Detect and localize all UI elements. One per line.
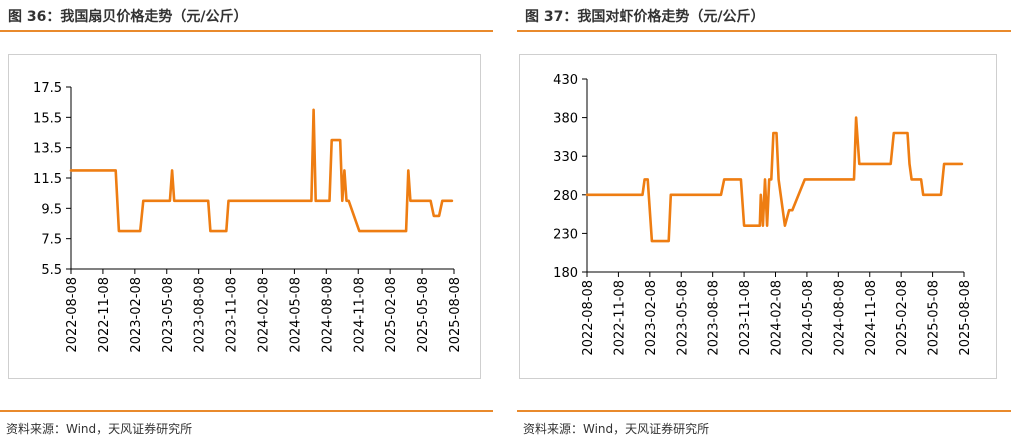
y-tick-label: 180 [553,266,578,281]
x-tick-label: 2023-11-08 [225,277,240,353]
x-tick-label: 2025-05-08 [927,280,942,356]
x-tick-label: 2024-02-08 [257,277,272,353]
y-tick-label: 13.5 [33,142,62,157]
x-tick-label: 2023-11-08 [738,280,753,356]
x-tick-label: 2022-11-08 [612,280,627,356]
source-note: 资料来源：Wind，天风证券研究所 [523,422,710,436]
x-tick-label: 2023-08-08 [707,280,722,356]
x-tick-label: 2025-08-08 [448,277,463,353]
x-tick-label: 2025-02-08 [895,280,910,356]
chart-title: 图 36：我国扇贝价格走势（元/公斤） [8,9,248,25]
x-tick-label: 2024-11-08 [352,277,367,353]
y-tick-label: 15.5 [33,111,62,126]
x-tick-label: 2023-02-08 [129,277,144,353]
x-tick-label: 2022-08-08 [65,277,80,353]
y-tick-label: 430 [553,73,578,88]
source-divider [517,410,1011,412]
x-tick-label: 2023-05-08 [675,280,690,356]
x-tick-label: 2023-05-08 [161,277,176,353]
y-tick-label: 9.5 [41,202,62,217]
x-tick-label: 2025-02-08 [384,277,399,353]
y-tick-label: 7.5 [41,233,62,248]
x-tick-label: 2023-02-08 [644,280,659,356]
y-tick-label: 380 [553,112,578,127]
series-line [585,116,964,243]
y-tick-label: 17.5 [33,81,62,96]
shrimp-chart-panel: 图 37：我国对虾价格走势（元/公斤） 430 380 330 280 230 180 20… [517,0,1011,441]
series-line [69,108,454,233]
x-tick-label: 2024-08-08 [832,280,847,356]
x-tick-label: 2023-08-08 [193,277,208,353]
chart-frame: 430 380 330 280 230 180 2022-08-08 2022-11-08 20… [519,54,997,379]
y-tick-label: 230 [553,227,578,242]
chart-frame: 17.5 15.5 13.5 11.5 9.5 7.5 5.5 2022-08-08 2022-… [8,54,481,379]
y-tick-label: 5.5 [41,263,62,278]
x-tick-label: 2024-05-08 [801,280,816,356]
source-note: 资料来源：Wind，天风证券研究所 [6,422,193,436]
source-divider [0,410,493,412]
x-tick-label: 2024-11-08 [864,280,879,356]
y-tick-label: 11.5 [33,172,62,187]
y-tick-label: 330 [553,150,578,165]
x-tick-label: 2025-05-08 [416,277,431,353]
x-tick-label: 2022-11-08 [97,277,112,353]
title-divider [0,30,493,32]
scallop-chart-panel: 图 36：我国扇贝价格走势（元/公斤） 17.5 15.5 13.5 11.5 9.5 7… [0,0,493,441]
x-tick-label: 2025-08-08 [958,280,973,356]
x-tick-label: 2022-08-08 [581,280,596,356]
y-tick-label: 280 [553,189,578,204]
x-tick-label: 2024-08-08 [320,277,335,353]
chart-title: 图 37：我国对虾价格走势（元/公斤） [525,9,765,25]
title-divider [517,30,1011,32]
x-tick-label: 2024-02-08 [770,280,785,356]
x-tick-label: 2024-05-08 [288,277,303,353]
